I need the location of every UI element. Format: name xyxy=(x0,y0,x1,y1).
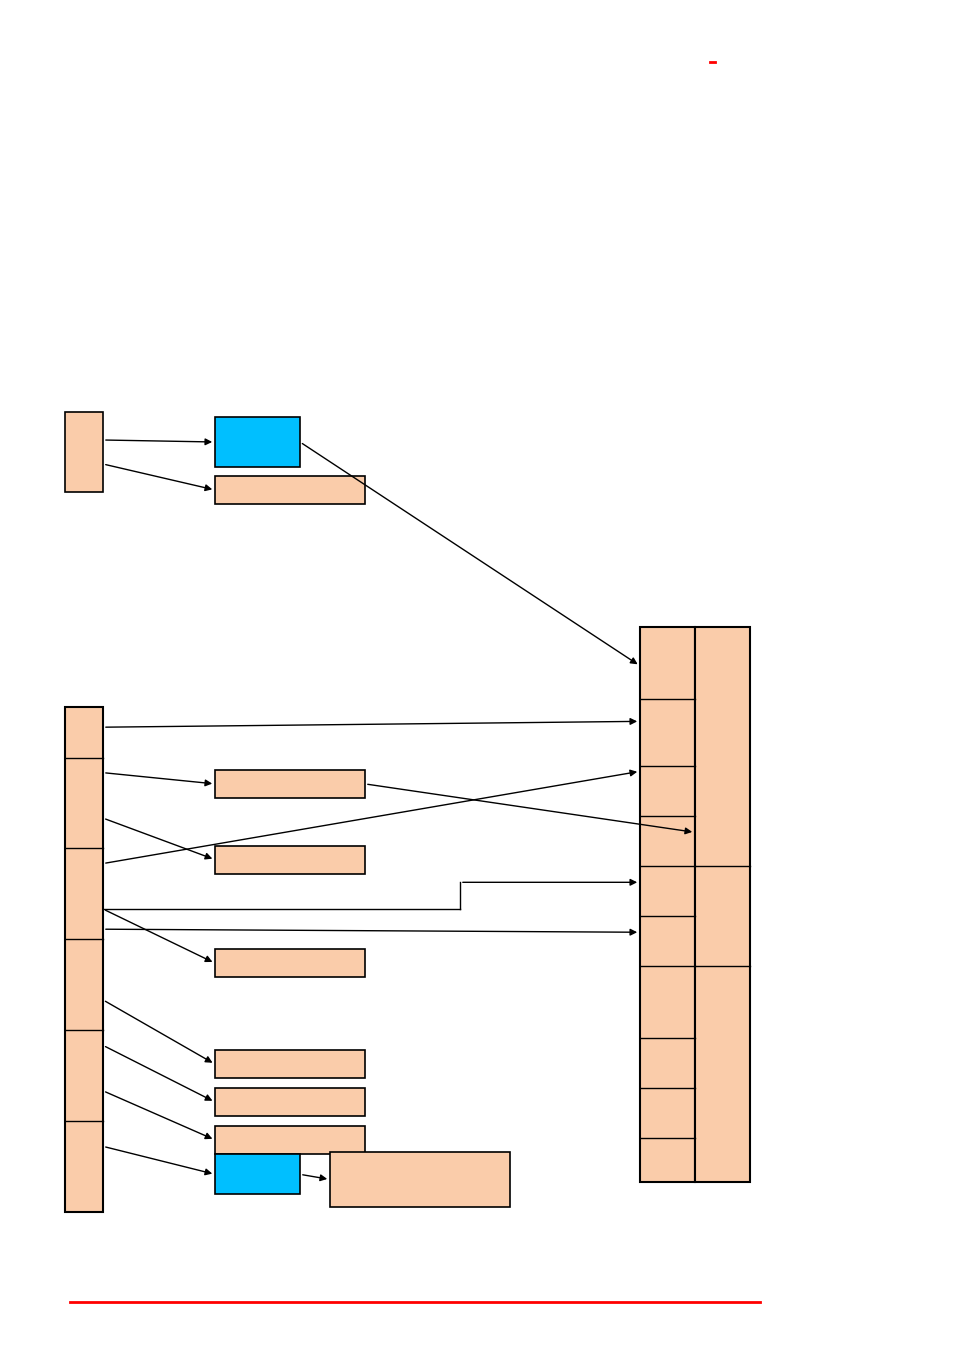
FancyBboxPatch shape xyxy=(214,845,365,873)
FancyBboxPatch shape xyxy=(330,1152,510,1207)
FancyBboxPatch shape xyxy=(65,412,103,492)
FancyBboxPatch shape xyxy=(214,1051,365,1078)
FancyBboxPatch shape xyxy=(214,1126,365,1153)
FancyBboxPatch shape xyxy=(214,416,299,466)
FancyBboxPatch shape xyxy=(214,949,365,977)
FancyBboxPatch shape xyxy=(65,707,103,1211)
FancyBboxPatch shape xyxy=(214,769,365,798)
FancyBboxPatch shape xyxy=(695,627,749,1182)
FancyBboxPatch shape xyxy=(214,476,365,504)
FancyBboxPatch shape xyxy=(214,1088,365,1115)
FancyBboxPatch shape xyxy=(214,1155,299,1194)
FancyBboxPatch shape xyxy=(639,627,695,1182)
